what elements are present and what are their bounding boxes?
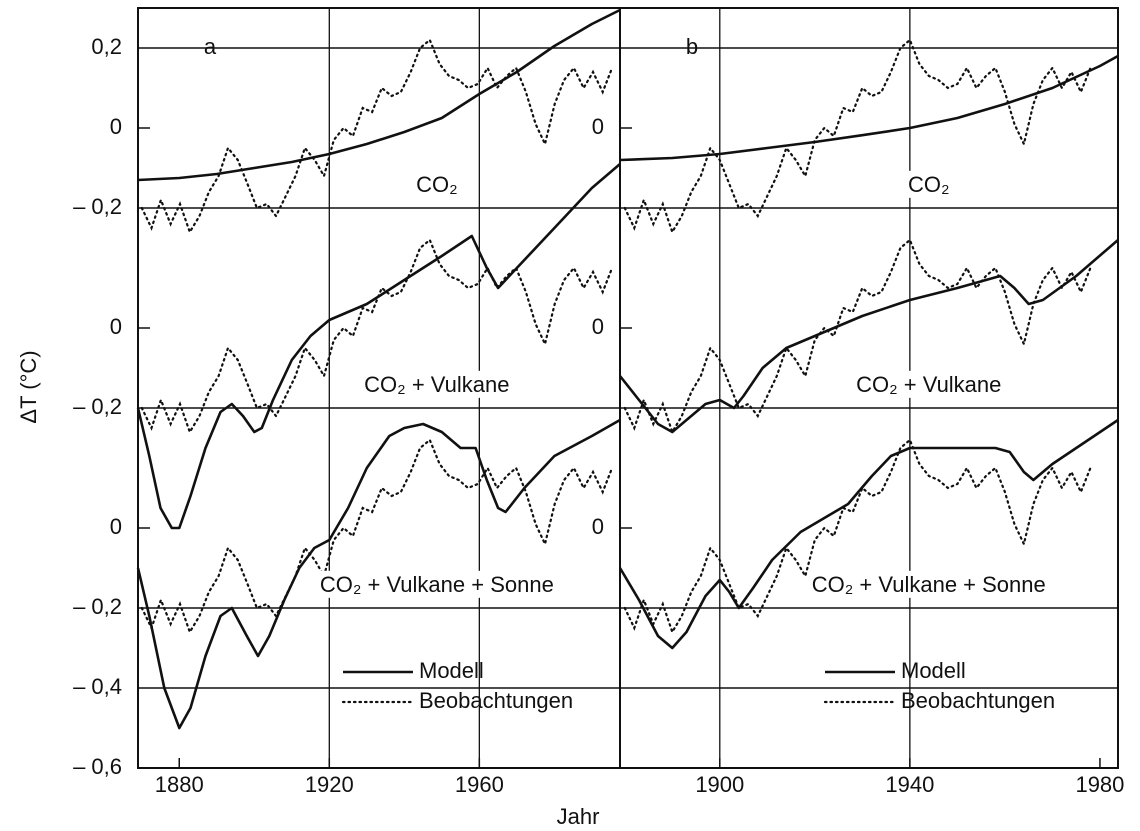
observation-line	[623, 438, 1092, 635]
model-line	[618, 418, 1119, 650]
panel-label: a	[204, 34, 217, 59]
model-line	[137, 8, 621, 182]
subplot-label-bg	[360, 370, 514, 398]
observation-line	[623, 38, 1092, 235]
y-tick-label: 0	[592, 314, 604, 339]
observation-line	[140, 238, 614, 435]
x-axis-title: Jahr	[557, 804, 600, 829]
subplot-label: CO₂ + Vulkane	[364, 372, 509, 397]
model-line	[136, 418, 621, 730]
x-tick-label: 1980	[1075, 772, 1124, 797]
grid	[137, 7, 1119, 769]
y-tick-label: – 0,2	[73, 194, 122, 219]
subplot-label-bg	[315, 570, 558, 598]
y-tick-label: 0	[592, 514, 604, 539]
y-tick-label: 0	[110, 114, 122, 139]
subplot-label-bg	[807, 570, 1050, 598]
y-tick-label: – 0,4	[73, 674, 122, 699]
legend-label: Modell	[901, 658, 966, 683]
model-line	[618, 239, 1119, 434]
y-tick-label: 0	[110, 314, 122, 339]
x-tick-label: 1900	[695, 772, 744, 797]
subplot-label: CO₂	[416, 172, 458, 197]
observation-line	[140, 438, 614, 635]
x-tick-label: 1920	[305, 772, 354, 797]
observation-line	[140, 38, 614, 235]
subplot-label: CO₂ + Vulkane	[856, 372, 1001, 397]
y-axis-title: ΔT (°C)	[16, 350, 41, 423]
subplot-label: CO₂ + Vulkane + Sonne	[812, 572, 1046, 597]
y-tick-label: – 0,2	[73, 594, 122, 619]
y-tick-label: – 0,2	[73, 394, 122, 419]
lines	[136, 8, 1119, 730]
subplot-label: CO₂	[908, 172, 950, 197]
y-tick-label: 0,2	[91, 34, 122, 59]
subplot-label-bg	[412, 170, 462, 198]
y-tick-label: 0	[110, 514, 122, 539]
legend-label: Beobachtungen	[419, 688, 573, 713]
subplot-label-bg	[852, 370, 1006, 398]
x-tick-label: 1960	[455, 772, 504, 797]
legend-label: Modell	[419, 658, 484, 683]
observation-line	[623, 238, 1092, 435]
y-tick-label: 0	[592, 114, 604, 139]
model-line	[619, 54, 1119, 162]
model-line	[136, 163, 621, 530]
x-tick-label: 1940	[885, 772, 934, 797]
y-tick-label: – 0,6	[73, 754, 122, 779]
labels: 1880 1920 1960 a 0,2 0 – 0,2 CO₂ 0 – 0,2 CO₂ + Vul…	[73, 34, 1124, 797]
panel-label: b	[686, 34, 698, 59]
subplot-label-bg	[903, 170, 954, 198]
subplot-label: CO₂ + Vulkane + Sonne	[320, 572, 554, 597]
legend-label: Beobachtungen	[901, 688, 1055, 713]
x-tick-label: 1880	[155, 772, 204, 797]
